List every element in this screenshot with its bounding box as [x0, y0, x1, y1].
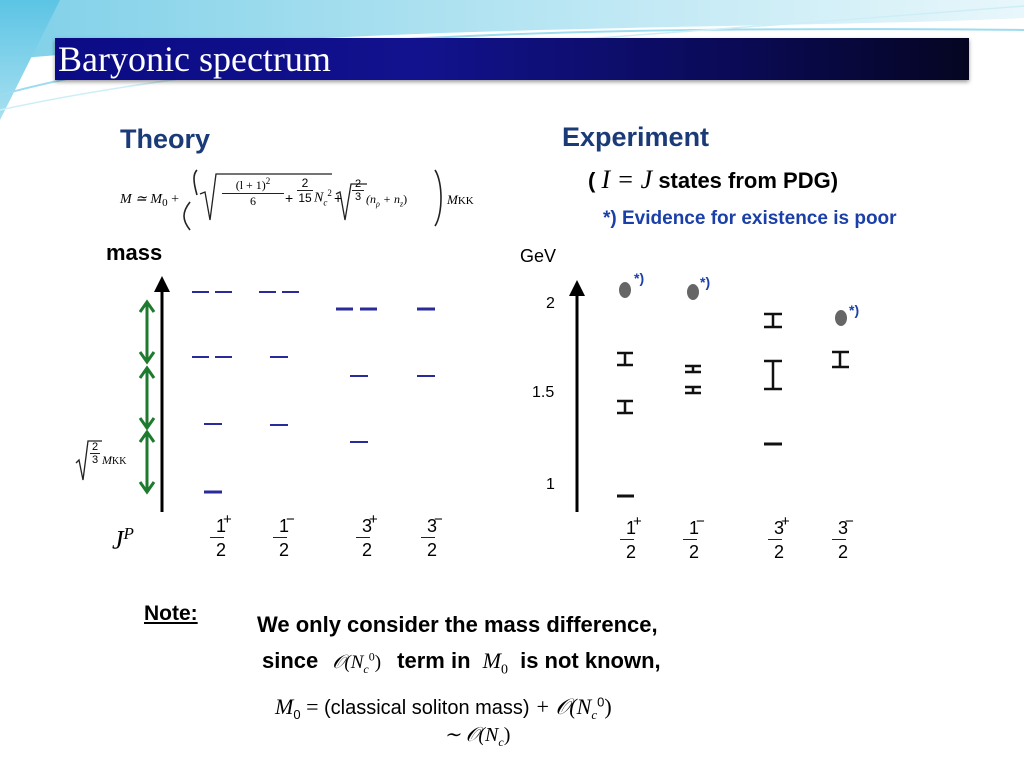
- formula-glyphs: [75, 169, 442, 481]
- note-line-2: since 𝒪(Nc0) term in M0 is not known,: [262, 648, 661, 678]
- spectrum-diagram: [75, 169, 849, 512]
- theory-levels: [192, 291, 435, 494]
- experiment-axis-arrowhead: [569, 280, 585, 296]
- slide-title: Baryonic spectrum: [58, 39, 331, 79]
- mass-label: mass: [106, 240, 163, 265]
- poor-state-dot: [619, 282, 631, 298]
- formula-frac1: (l + 1)2 6: [222, 176, 284, 209]
- experiment-subtitle: ( I = J states from PDG): [588, 165, 839, 194]
- formula-plus: +: [285, 190, 294, 206]
- exp-jp-col-2: 1−2: [679, 513, 709, 562]
- star-marker: *): [700, 274, 711, 290]
- tick-label-1: 1: [546, 476, 555, 493]
- spacing-frac: 2 3: [90, 441, 100, 466]
- jp-label: JP: [112, 524, 134, 555]
- pdg-state: [764, 312, 782, 329]
- star-marker: *): [634, 270, 645, 286]
- title-bar: Baryonic spectrum: [55, 38, 969, 80]
- poor-evidence-note: *) Evidence for existence is poor: [603, 208, 897, 229]
- approx-order: ∼ 𝒪(Nc): [444, 724, 511, 749]
- theory-jp-col-4: 3−2: [417, 511, 447, 560]
- spacing-mkk: MKK: [102, 453, 127, 467]
- formula-frac2: 2 15: [297, 176, 313, 205]
- pdg-state: [617, 351, 633, 367]
- formula-plus: +: [334, 190, 343, 206]
- theory-heading: Theory: [120, 124, 211, 154]
- poor-state-dot: [687, 284, 699, 300]
- pdg-state: [685, 364, 701, 374]
- pdg-state: [764, 359, 782, 391]
- note-label: Note:: [144, 602, 198, 625]
- formula-frac3: 2 3: [352, 178, 364, 203]
- pdg-state: [617, 399, 633, 415]
- pdg-state: [685, 385, 701, 395]
- m0-equation: M0 = (classical soliton mass) + 𝒪(Nc0): [275, 694, 612, 722]
- tick-label-1-5: 1.5: [532, 384, 555, 401]
- top-wave: [0, 0, 1024, 60]
- formula-mkk: MKK: [447, 192, 474, 207]
- theory-jp-col-2: 1−2: [269, 511, 299, 560]
- poor-evidence-dots: [619, 282, 847, 326]
- poor-state-dot: [835, 310, 847, 326]
- tick-label-2: 2: [546, 295, 555, 312]
- content-panel: Theory M ≃ M0 + (l + 1)2 6 + 2 15 Nc2 + …: [72, 108, 954, 749]
- theory-jp-col-1: 1 +2: [206, 511, 236, 560]
- star-marker: *): [849, 302, 860, 318]
- pdg-state: [832, 350, 849, 369]
- formula-n-terms: (nρ + nz): [366, 192, 408, 209]
- experiment-heading: Experiment: [562, 122, 710, 152]
- theory-axis-arrowhead: [154, 276, 170, 292]
- exp-jp-col-4: 3−2: [828, 513, 858, 562]
- theory-formula: M ≃ M0 +: [120, 192, 179, 209]
- exp-jp-col-1: 1 +2: [616, 513, 646, 562]
- formula-nc: Nc2: [314, 188, 332, 208]
- exp-jp-col-3: 3 +2: [764, 513, 794, 562]
- spacing-arrows: [138, 299, 156, 495]
- gev-unit-label: GeV: [520, 246, 557, 266]
- note-line-1: We only consider the mass difference,: [257, 612, 658, 637]
- experiment-levels: [617, 312, 849, 498]
- theory-jp-col-3: 3 +2: [352, 511, 382, 560]
- left-wave: [0, 0, 60, 120]
